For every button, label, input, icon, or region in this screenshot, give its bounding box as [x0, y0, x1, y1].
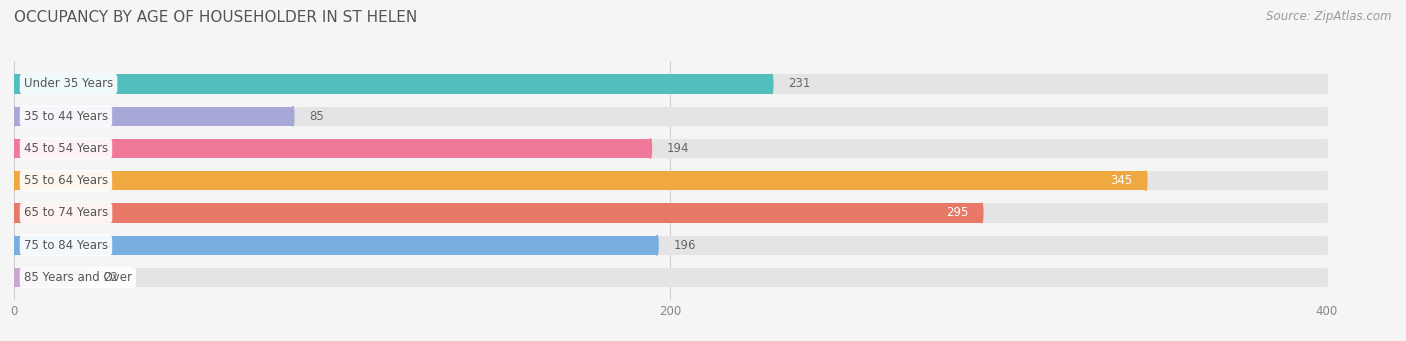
- Text: 85 Years and Over: 85 Years and Over: [24, 271, 132, 284]
- Circle shape: [13, 171, 15, 190]
- Circle shape: [13, 74, 15, 94]
- Circle shape: [650, 139, 651, 158]
- Circle shape: [13, 139, 15, 158]
- Bar: [14, 268, 86, 287]
- Circle shape: [657, 236, 658, 255]
- Text: 22: 22: [103, 271, 118, 284]
- Bar: [14, 74, 1326, 94]
- Circle shape: [1326, 203, 1327, 223]
- Bar: [14, 236, 657, 255]
- Bar: [14, 139, 651, 158]
- Text: 231: 231: [789, 77, 811, 90]
- Circle shape: [13, 171, 15, 190]
- Text: 45 to 54 Years: 45 to 54 Years: [24, 142, 108, 155]
- Text: 65 to 74 Years: 65 to 74 Years: [24, 207, 108, 220]
- Text: 55 to 64 Years: 55 to 64 Years: [24, 174, 108, 187]
- Text: 85: 85: [309, 110, 323, 123]
- Circle shape: [1326, 106, 1327, 126]
- Circle shape: [1326, 139, 1327, 158]
- Bar: [14, 171, 1326, 190]
- Circle shape: [13, 139, 15, 158]
- Circle shape: [292, 106, 294, 126]
- Text: 194: 194: [666, 142, 689, 155]
- Circle shape: [13, 268, 15, 287]
- Circle shape: [13, 106, 15, 126]
- Bar: [14, 106, 1326, 126]
- Circle shape: [1326, 236, 1327, 255]
- Text: OCCUPANCY BY AGE OF HOUSEHOLDER IN ST HELEN: OCCUPANCY BY AGE OF HOUSEHOLDER IN ST HE…: [14, 10, 418, 25]
- Text: Under 35 Years: Under 35 Years: [24, 77, 112, 90]
- Bar: [14, 139, 1326, 158]
- Text: Source: ZipAtlas.com: Source: ZipAtlas.com: [1267, 10, 1392, 23]
- Text: 75 to 84 Years: 75 to 84 Years: [24, 239, 108, 252]
- Bar: [14, 203, 981, 223]
- Circle shape: [13, 268, 15, 287]
- Text: 35 to 44 Years: 35 to 44 Years: [24, 110, 108, 123]
- Bar: [14, 106, 292, 126]
- Text: 345: 345: [1111, 174, 1133, 187]
- Circle shape: [1144, 171, 1147, 190]
- Circle shape: [86, 268, 87, 287]
- Circle shape: [13, 203, 15, 223]
- Circle shape: [981, 203, 983, 223]
- Circle shape: [13, 203, 15, 223]
- Circle shape: [770, 74, 773, 94]
- Bar: [14, 268, 1326, 287]
- Circle shape: [13, 106, 15, 126]
- Circle shape: [1326, 74, 1327, 94]
- Circle shape: [13, 236, 15, 255]
- Circle shape: [13, 74, 15, 94]
- Circle shape: [1326, 268, 1327, 287]
- Bar: [14, 236, 1326, 255]
- Bar: [14, 203, 1326, 223]
- Bar: [14, 74, 772, 94]
- Circle shape: [13, 236, 15, 255]
- Text: 295: 295: [946, 207, 969, 220]
- Bar: [14, 171, 1146, 190]
- Circle shape: [1326, 171, 1327, 190]
- Text: 196: 196: [673, 239, 696, 252]
